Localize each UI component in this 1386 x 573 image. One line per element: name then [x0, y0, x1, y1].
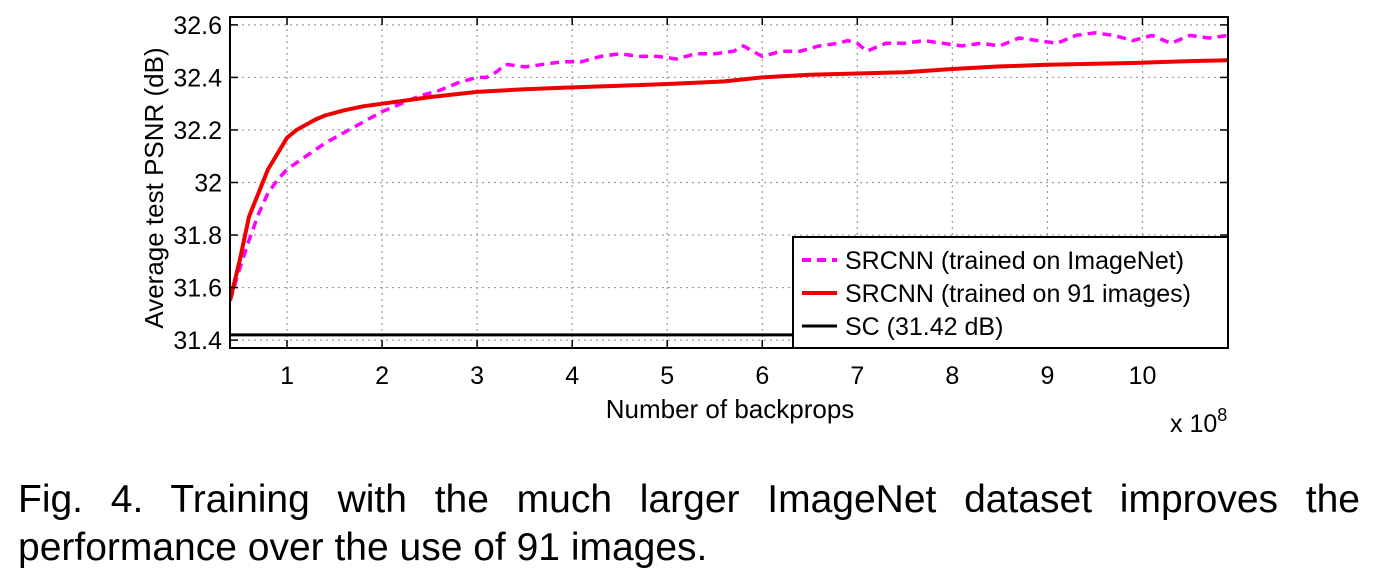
y-tick-label: 32.6 — [173, 12, 222, 40]
y-tick-label: 31.4 — [173, 327, 222, 355]
x-tick-label: 4 — [565, 362, 579, 390]
figure-caption: Fig. 4. Training with the much larger Im… — [18, 478, 1360, 569]
legend: SRCNN (trained on ImageNet) SRCNN (train… — [792, 236, 1229, 349]
x-tick-label: 1 — [280, 362, 294, 390]
y-axis-title: Average test PSNR (dB) — [139, 47, 169, 328]
legend-label-91-images: SRCNN (trained on 91 images) — [845, 280, 1191, 308]
y-tick-label: 31.8 — [173, 222, 222, 250]
x-axis-title: Number of backprops — [606, 394, 855, 424]
legend-label-sc: SC (31.42 dB) — [845, 313, 1003, 341]
x-axis-multiplier-base: x 10 — [1170, 410, 1217, 438]
chart: 1 2 3 4 5 6 7 8 9 10 31.4 31.6 31.8 32 32.2 32.4 32.6 Av… — [139, 12, 1229, 438]
y-tick-label: 31.6 — [173, 275, 222, 303]
legend-label-imagenet: SRCNN (trained on ImageNet) — [845, 247, 1184, 275]
x-tick-label: 5 — [660, 362, 674, 390]
x-axis-multiplier: x 108 — [1170, 405, 1227, 438]
y-tick-label: 32.4 — [173, 64, 222, 92]
x-tick-label: 9 — [1040, 362, 1054, 390]
x-tick-label: 6 — [755, 362, 769, 390]
ticks: 1 2 3 4 5 6 7 8 9 10 31.4 31.6 31.8 32 32.2 32.4 32.6 — [173, 12, 1228, 390]
x-tick-label: 10 — [1129, 362, 1157, 390]
x-tick-label: 2 — [375, 362, 389, 390]
x-axis-multiplier-exponent: 8 — [1217, 405, 1227, 425]
x-tick-label: 8 — [945, 362, 959, 390]
series-line-imagenet — [230, 31, 1228, 302]
series-line-91-images — [230, 58, 1228, 302]
legend-box — [792, 236, 1229, 349]
x-tick-label: 3 — [470, 362, 484, 390]
y-tick-label: 32 — [194, 170, 222, 198]
y-tick-label: 32.2 — [173, 117, 222, 145]
x-tick-label: 7 — [850, 362, 864, 390]
